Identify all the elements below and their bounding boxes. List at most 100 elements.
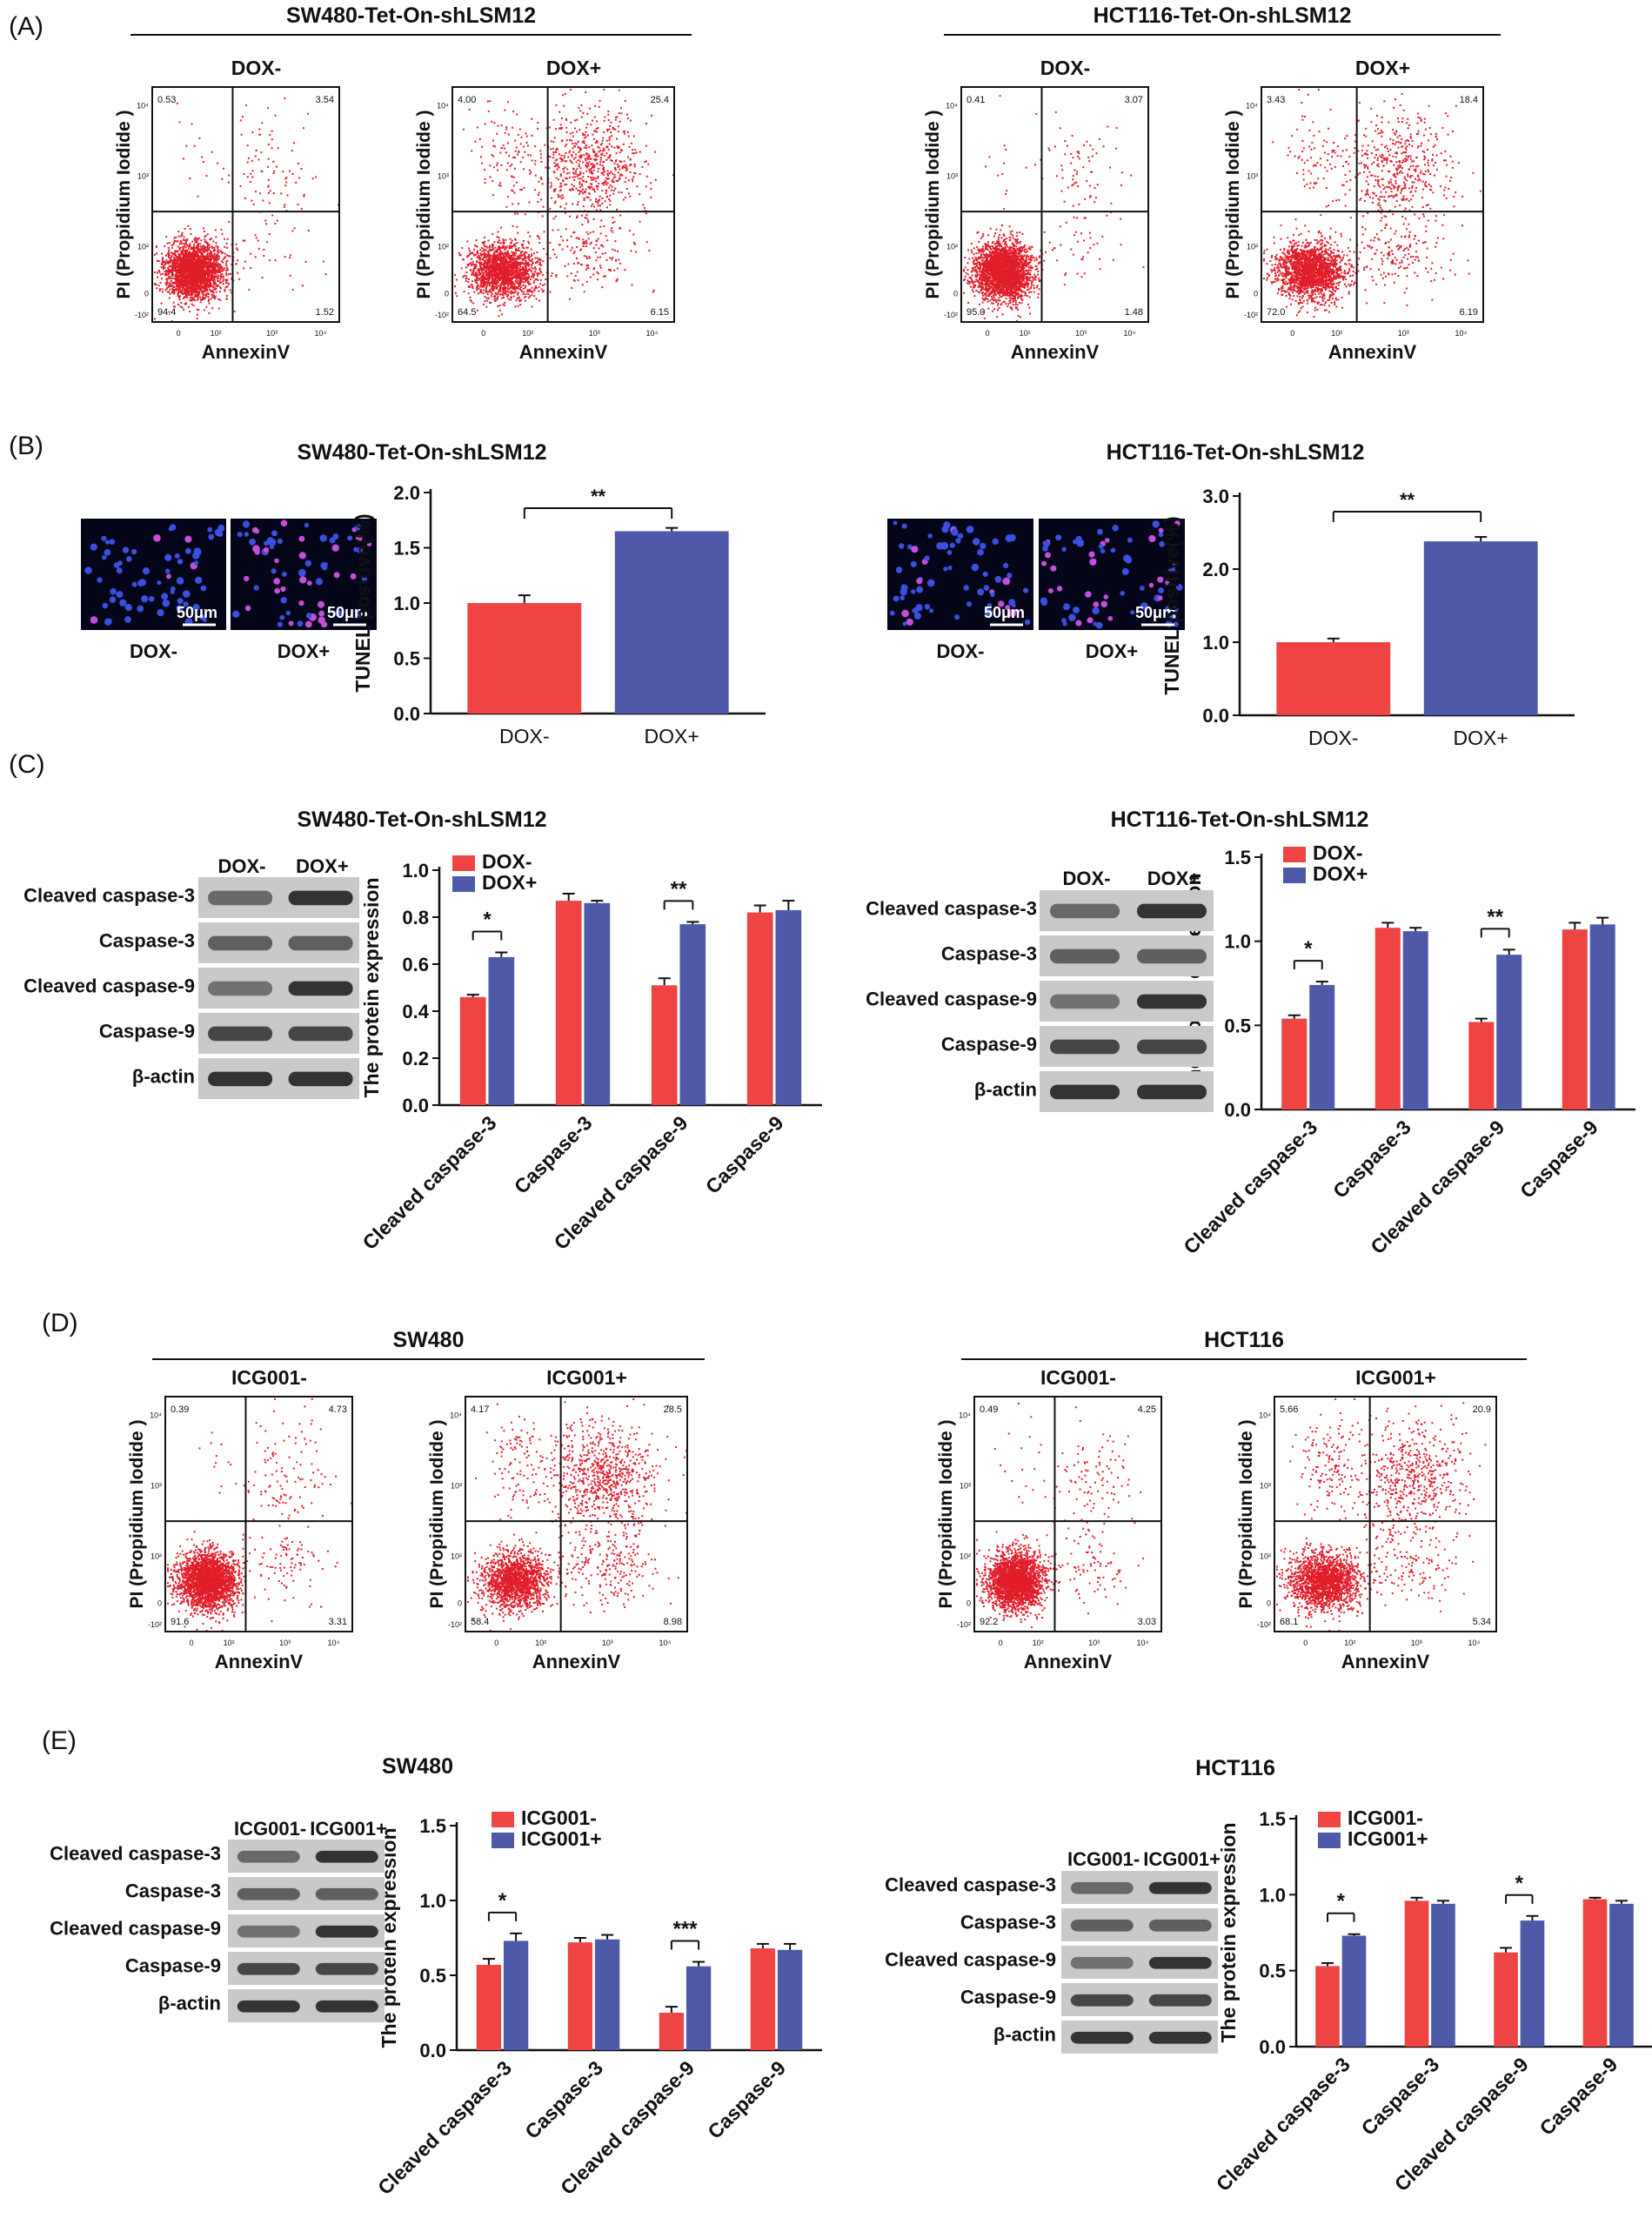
scatter-dot — [204, 249, 206, 251]
scatter-dot — [181, 292, 184, 294]
scatter-dot — [565, 131, 568, 133]
scatter-dot — [629, 195, 632, 198]
scatter-dot — [498, 309, 501, 312]
scatter-dot — [242, 116, 244, 118]
scatter-dot — [558, 178, 559, 181]
scatter-dot — [492, 273, 493, 276]
y-tick-label: 10⁴ — [137, 102, 149, 111]
scatter-dot — [189, 253, 191, 256]
scatter-dot — [172, 241, 175, 244]
scatter-dot — [212, 261, 215, 264]
scatter-dot — [176, 258, 178, 261]
scatter-dot — [194, 241, 197, 244]
scatter-dot — [508, 245, 511, 247]
scatter-dot — [532, 263, 533, 265]
scatter-dot — [177, 294, 179, 297]
scatter-dot — [476, 309, 478, 312]
scatter-dot — [226, 259, 229, 262]
scatter-dot — [160, 302, 163, 305]
scatter-dot — [186, 272, 189, 275]
scatter-dot — [552, 147, 554, 150]
scatter-dot — [217, 266, 220, 269]
scatter-dot — [225, 269, 228, 271]
scatter-dot — [217, 280, 220, 283]
scatter-dot — [585, 136, 587, 138]
scatter-dot — [191, 266, 193, 269]
scatter-dot — [525, 278, 527, 280]
scatter-dot — [625, 177, 627, 179]
scatter-dot — [192, 255, 195, 258]
scatter-dot — [481, 269, 484, 271]
scatter-dot — [515, 287, 518, 290]
scatter-dot — [204, 290, 206, 292]
scatter-dot — [259, 192, 261, 195]
scatter-dot — [512, 245, 514, 247]
scatter-dot — [191, 275, 194, 278]
scatter-dot — [467, 292, 470, 295]
scatter-dot — [560, 154, 563, 157]
scatter-dot — [167, 271, 170, 273]
scatter-dot — [172, 290, 175, 292]
scatter-dot — [573, 158, 575, 160]
scatter-dot — [484, 236, 486, 238]
scatter-dot — [186, 251, 189, 252]
scatter-dot — [161, 261, 164, 264]
scatter-dot — [524, 286, 526, 289]
scatter-dot — [515, 252, 517, 255]
scatter-dot — [508, 266, 511, 269]
scatter-dot — [181, 253, 184, 256]
scatter-dot — [490, 287, 492, 290]
scatter-dot — [518, 203, 520, 205]
scatter-dot — [217, 285, 219, 287]
scatter-dot — [564, 207, 566, 210]
scatter-dot — [512, 265, 514, 267]
scatter-dot — [555, 104, 558, 106]
scatter-dot — [183, 253, 185, 256]
scatter-dot — [518, 280, 521, 283]
scatter-dot — [189, 285, 191, 287]
scatter-dot — [193, 281, 196, 284]
scatter-dot — [531, 286, 533, 289]
scatter-dot — [624, 100, 626, 102]
scatter-dot — [504, 264, 506, 266]
scatter-dot — [197, 261, 200, 264]
scatter-dot — [594, 142, 597, 144]
scatter-dot — [530, 269, 532, 271]
scatter-dot — [219, 270, 222, 272]
scatter-dots — [454, 89, 674, 318]
scatter-dot — [212, 276, 215, 278]
scatter-dot — [494, 298, 497, 300]
scatter-dot — [515, 265, 518, 267]
scatter-dot — [168, 297, 171, 299]
scatter-dot — [191, 246, 193, 249]
scatter-dot — [183, 158, 184, 160]
scatter-dot — [174, 269, 177, 271]
scatter-dot — [584, 217, 586, 218]
scatter-dot — [226, 238, 229, 240]
scatter-dot — [179, 281, 182, 284]
scatter-dot — [208, 248, 211, 251]
scatter-dot — [478, 258, 481, 261]
scatter-dot — [605, 190, 608, 192]
scatter-dot — [478, 270, 480, 272]
scatter-dot — [498, 267, 501, 270]
scatter-dot — [608, 186, 611, 189]
scatter-dot — [592, 188, 595, 191]
scatter-dot — [167, 260, 170, 263]
scatter-dot — [187, 293, 190, 296]
scatter-dot — [199, 275, 202, 278]
scatter-dot — [176, 269, 178, 271]
scatter-dot — [579, 185, 581, 188]
scatter-dot — [485, 258, 488, 261]
scatter-dot — [481, 250, 484, 252]
scatter-dot — [645, 144, 647, 147]
scatter-dot — [193, 264, 195, 266]
scatter-dot — [565, 126, 568, 129]
x-tick-label: 10⁴ — [315, 329, 327, 338]
scatter-dot — [607, 113, 610, 116]
scatter-dot — [211, 256, 214, 258]
scatter-dot — [191, 285, 194, 288]
scatter-dot — [179, 261, 182, 264]
scatter-dot — [527, 273, 530, 276]
scatter-dot — [586, 123, 589, 125]
